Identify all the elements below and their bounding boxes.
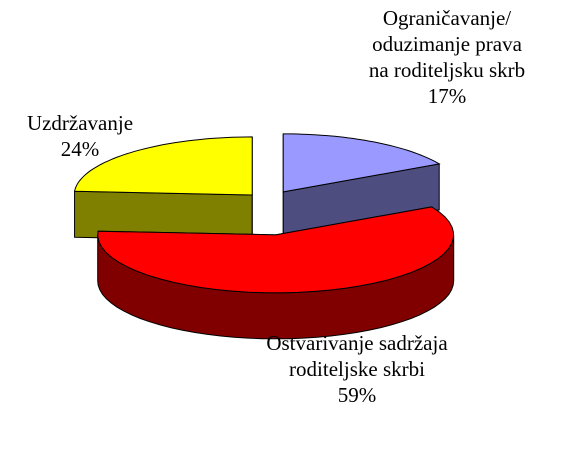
slice	[73, 136, 253, 196]
slice-label: Ograničavanje/ oduzimanje prava na rodit…	[362, 5, 532, 109]
slice	[282, 133, 441, 193]
category-label: Ostvarivanje sadržaja roditeljske skrbi	[266, 331, 448, 381]
value-label: 24%	[60, 137, 100, 161]
slice	[97, 206, 455, 294]
slice-label: Uzdržavanje 24%	[0, 110, 160, 162]
category-label: Uzdržavanje	[26, 111, 134, 135]
slice-label: Ostvarivanje sadržaja roditeljske skrbi 5…	[262, 330, 452, 408]
value-label: 17%	[427, 84, 467, 108]
category-label: Ograničavanje/ oduzimanje prava na rodit…	[368, 6, 526, 82]
value-label: 59%	[337, 383, 377, 407]
